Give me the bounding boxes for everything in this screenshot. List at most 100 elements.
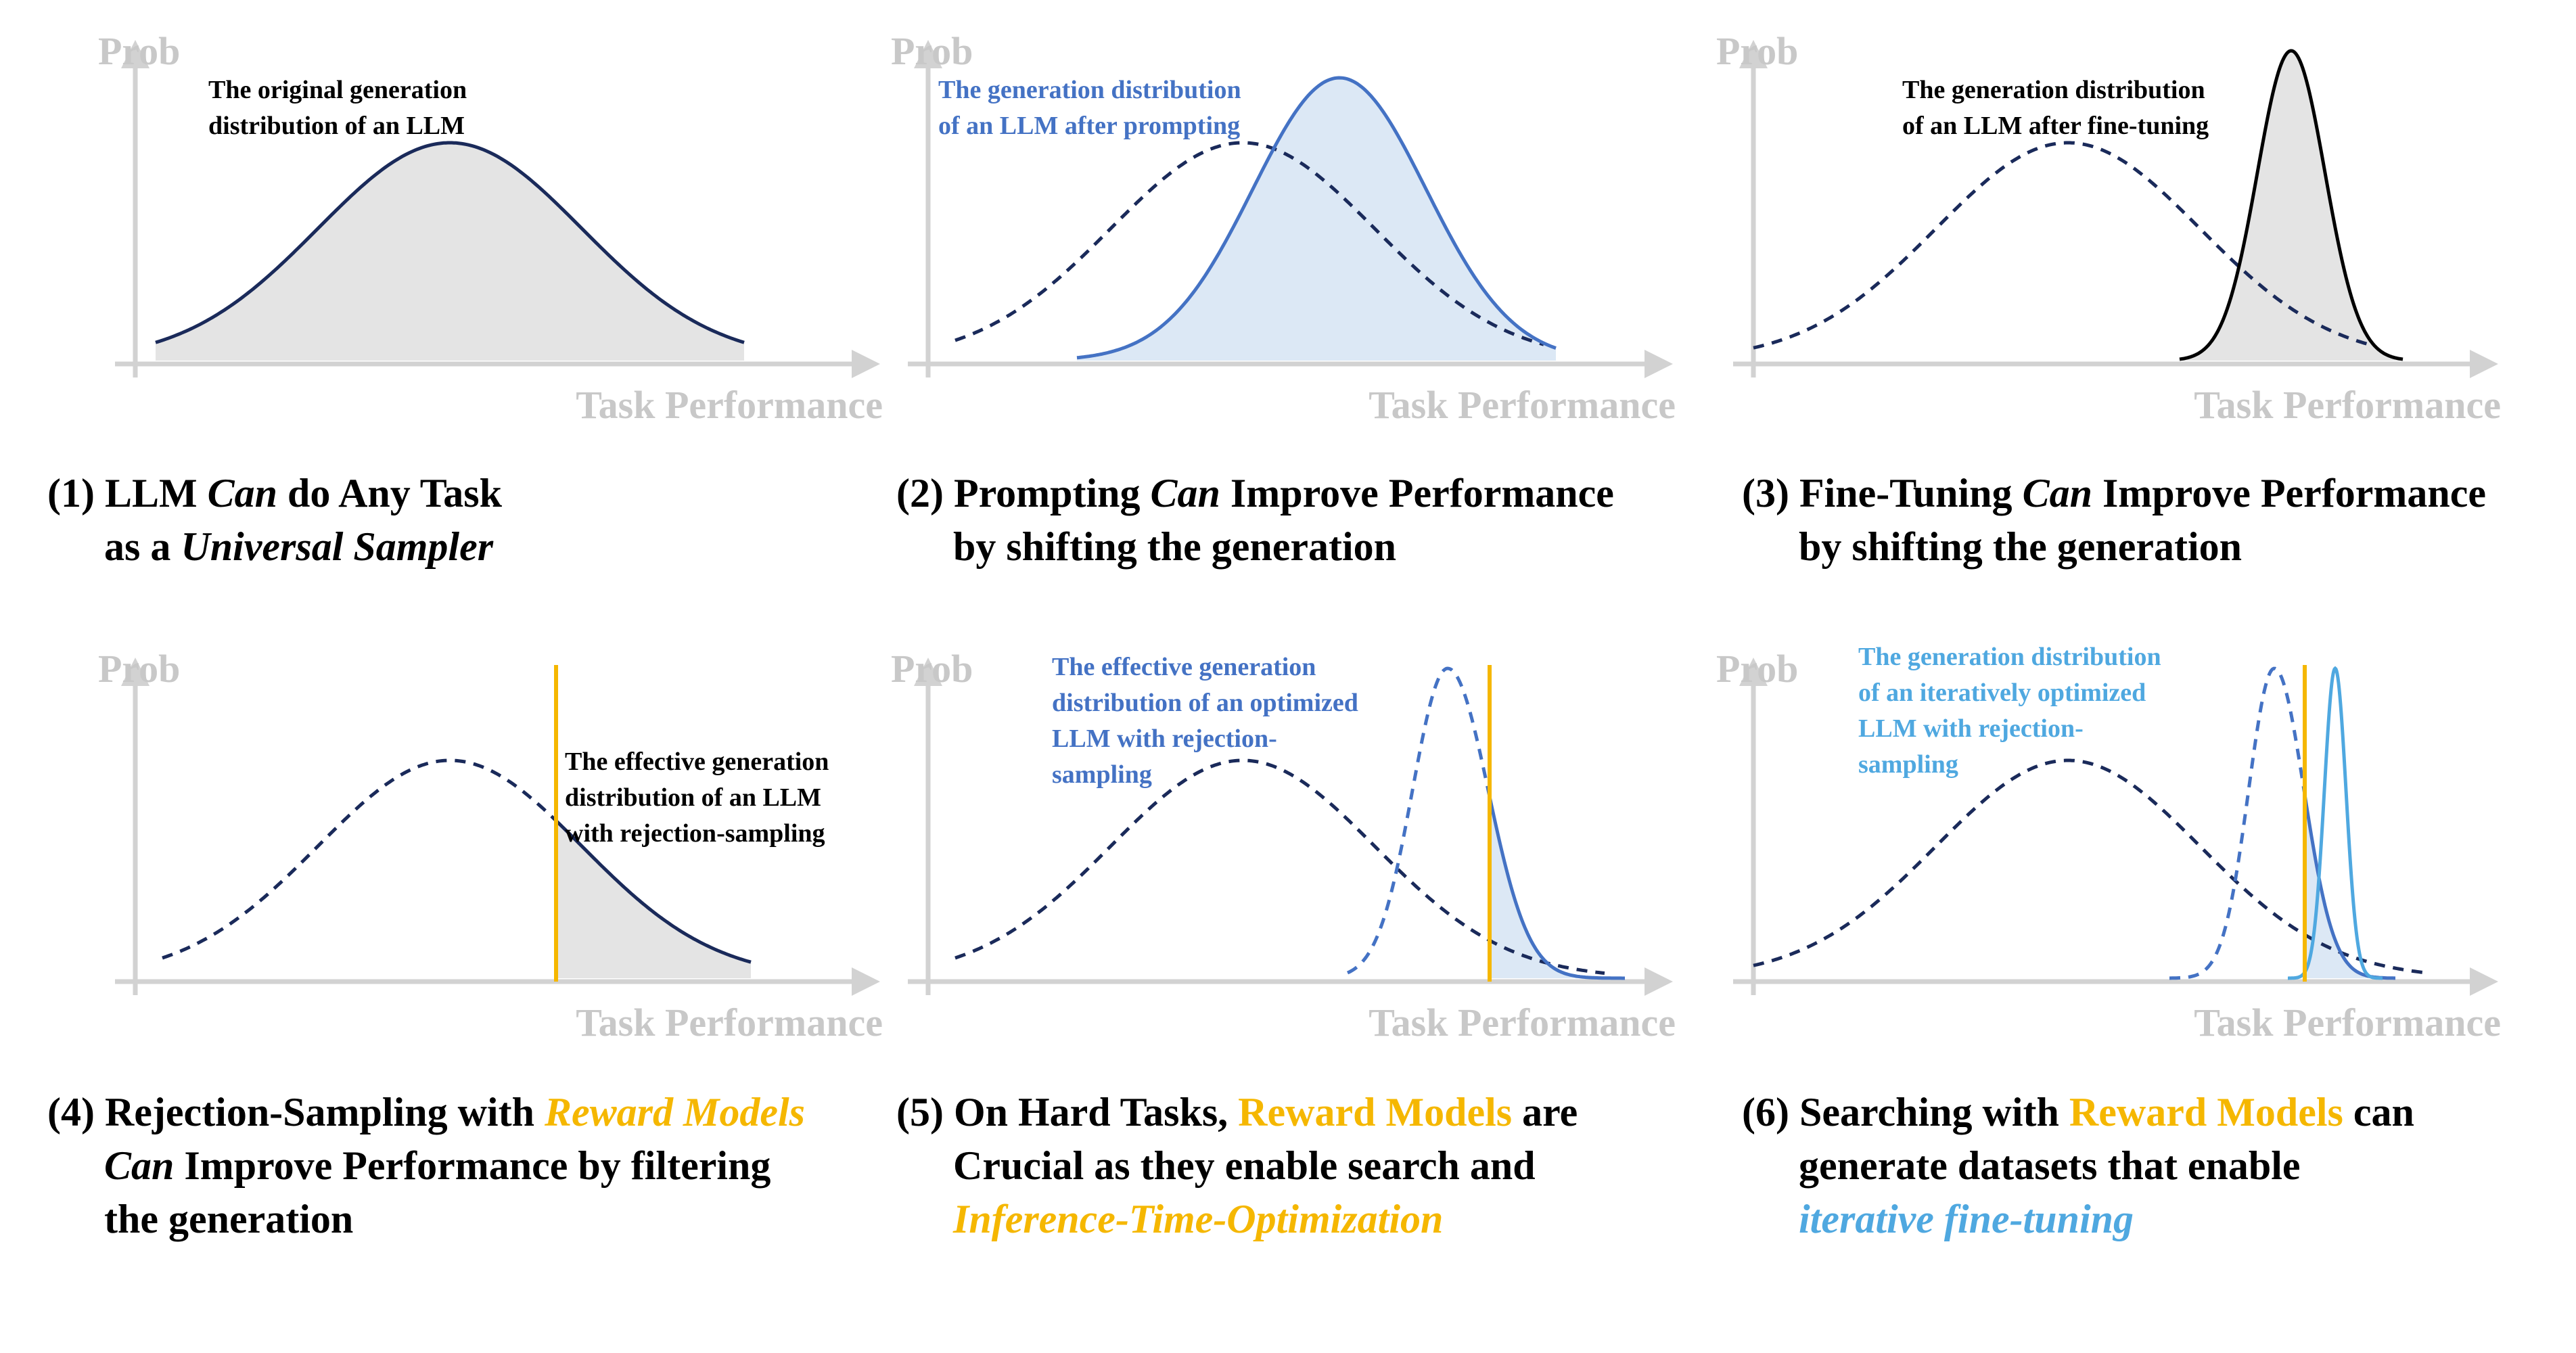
panel-5-annotation-line: The effective generation	[1052, 653, 1316, 681]
y-axis-label: Prob	[98, 29, 180, 73]
y-axis-label: Prob	[891, 29, 973, 73]
caption-line: (2) Prompting Can Improve Performance	[896, 467, 1614, 520]
caption-segment: Can	[207, 471, 278, 515]
panel-3-caption: (3) Fine-Tuning Can Improve Performance b…	[1742, 467, 2486, 574]
y-axis-label: Prob	[1716, 647, 1798, 691]
y-axis-label: Prob	[98, 647, 180, 691]
panel-1-annotation-line: distribution of an LLM	[208, 112, 465, 140]
y-axis-label: Prob	[1716, 29, 1798, 73]
caption-segment: (5) On Hard Tasks,	[896, 1090, 1239, 1134]
panel-4-caption: (4) Rejection-Sampling with Reward Model…	[47, 1086, 805, 1246]
original-distribution-dashed	[954, 758, 1605, 975]
original-distribution-fill	[156, 143, 744, 361]
x-axis-label: Task Performance	[576, 383, 883, 427]
panel-6-annotation-line: sampling	[1858, 750, 1958, 779]
caption-segment: (3) Fine-Tuning	[1742, 471, 2023, 515]
optimized-distribution-dashed	[1346, 666, 1492, 975]
caption-segment: Inference-Time-Optimization	[953, 1197, 1444, 1241]
caption-segment: Can	[2022, 471, 2092, 515]
caption-line: (5) On Hard Tasks, Reward Models are	[896, 1086, 1578, 1139]
caption-segment: are	[1512, 1090, 1578, 1134]
caption-segment: the generation	[104, 1197, 354, 1241]
panel-5-annotation-line: distribution of an optimized	[1052, 689, 1358, 717]
caption-segment: Can	[1150, 471, 1220, 515]
panel-1-caption: (1) LLM Can do Any Task as a Universal Sa…	[47, 467, 502, 574]
panel-1-annotation-line: The original generation	[208, 76, 467, 104]
panel-2-annotation-line: of an LLM after prompting	[938, 112, 1240, 140]
rejected-distribution-dashed	[162, 758, 557, 960]
panel-4-plot: Prob Task Performance The effective genera…	[98, 647, 883, 1045]
panel-1-plot: Prob Task Performance The original generat…	[98, 29, 883, 427]
panel-6-caption: (6) Searching with Reward Models can gene…	[1742, 1086, 2414, 1246]
original-distribution-dashed	[1753, 758, 2430, 975]
caption-segment: generate datasets that enable	[1799, 1143, 2301, 1188]
caption-line: (4) Rejection-Sampling with Reward Model…	[47, 1086, 805, 1139]
caption-line: Can Improve Performance by filtering	[47, 1139, 805, 1193]
x-axis-label: Task Performance	[1368, 383, 1676, 427]
caption-segment: Reward Models	[1238, 1090, 1513, 1134]
caption-line: iterative fine-tuning	[1742, 1193, 2414, 1246]
caption-segment: (2) Prompting	[896, 471, 1151, 515]
filtered-distribution-curve	[555, 819, 752, 964]
fine-tuned-distribution-fill	[2180, 51, 2403, 361]
caption-segment: Reward Models	[2069, 1090, 2343, 1134]
caption-segment: by shifting the generation	[953, 524, 1397, 569]
panel-2-plot: Prob Task Performance The generation distr…	[891, 29, 1676, 427]
x-axis-label: Task Performance	[2194, 1001, 2501, 1045]
caption-line: (6) Searching with Reward Models can	[1742, 1086, 2414, 1139]
x-axis-label: Task Performance	[576, 1001, 883, 1045]
panel-5-annotation-line: LLM with rejection-	[1052, 725, 1277, 753]
caption-line: by shifting the generation	[896, 520, 1614, 574]
optimized-tail-fill	[1490, 796, 1625, 978]
panel-6-annotation-line: LLM with rejection-	[1858, 714, 2084, 743]
caption-segment: Improve Performance	[2092, 471, 2486, 515]
caption-line: by shifting the generation	[1742, 520, 2486, 574]
caption-segment: (6) Searching with	[1742, 1090, 2069, 1134]
caption-segment: (4) Rejection-Sampling with	[47, 1090, 545, 1134]
optimized-tail-fill	[2305, 794, 2395, 978]
caption-line: the generation	[47, 1193, 805, 1246]
caption-line: Crucial as they enable search and	[896, 1139, 1578, 1193]
caption-segment: Reward Models	[544, 1090, 805, 1134]
original-distribution-dashed	[954, 141, 1544, 346]
caption-line: as a Universal Sampler	[47, 520, 502, 574]
caption-line: (3) Fine-Tuning Can Improve Performance	[1742, 467, 2486, 520]
panel-5-annotation-line: sampling	[1052, 760, 1152, 789]
panel-4-annotation-line: The effective generation	[565, 748, 829, 776]
original-distribution-curve	[155, 141, 745, 344]
panel-4-annotation-line: with rejection-sampling	[565, 819, 825, 848]
caption-segment: (1) LLM	[47, 471, 208, 515]
caption-segment: as a	[104, 524, 181, 569]
caption-segment: Can	[104, 1143, 175, 1188]
filtered-distribution-fill	[556, 821, 751, 978]
caption-line: (1) LLM Can do Any Task	[47, 467, 502, 520]
caption-segment: Improve Performance by filtering	[174, 1143, 771, 1188]
optimized-distribution-dashed	[2169, 666, 2307, 980]
panel-3-annotation-line: of an LLM after fine-tuning	[1902, 112, 2209, 140]
panel-2-caption: (2) Prompting Can Improve Performance by …	[896, 467, 1614, 574]
caption-segment: Improve Performance	[1220, 471, 1614, 515]
x-axis-label: Task Performance	[1368, 1001, 1676, 1045]
panel-6-annotation-line: The generation distribution	[1858, 643, 2161, 671]
caption-line: Inference-Time-Optimization	[896, 1193, 1578, 1246]
optimized-tail-curve	[1488, 796, 1625, 980]
panel-6-annotation-line: of an iteratively optimized	[1858, 679, 2146, 707]
prompted-distribution-curve	[1076, 76, 1557, 360]
panel-5-plot: Prob Task Performance The effective genera…	[891, 647, 1676, 1045]
fine-tuned-distribution-curve	[2179, 49, 2404, 361]
caption-segment: Universal Sampler	[181, 524, 494, 569]
caption-segment: Crucial as they enable search and	[953, 1143, 1536, 1188]
caption-line: generate datasets that enable	[1742, 1139, 2414, 1193]
panel-4-annotation-line: distribution of an LLM	[565, 783, 821, 812]
panel-6-plot: Prob Task Performance The generation distr…	[1716, 643, 2501, 1045]
panel-3-annotation-line: The generation distribution	[1902, 76, 2205, 104]
caption-segment: iterative fine-tuning	[1799, 1197, 2134, 1241]
x-axis-label: Task Performance	[2194, 383, 2501, 427]
caption-segment: by shifting the generation	[1799, 524, 2242, 569]
caption-segment: can	[2343, 1090, 2414, 1134]
panel-5-caption: (5) On Hard Tasks, Reward Models are Cruc…	[896, 1086, 1578, 1246]
caption-segment: do Any Task	[277, 471, 502, 515]
panel-2-annotation-line: The generation distribution	[938, 76, 1241, 104]
iterative-distribution-curve	[2288, 666, 2383, 980]
